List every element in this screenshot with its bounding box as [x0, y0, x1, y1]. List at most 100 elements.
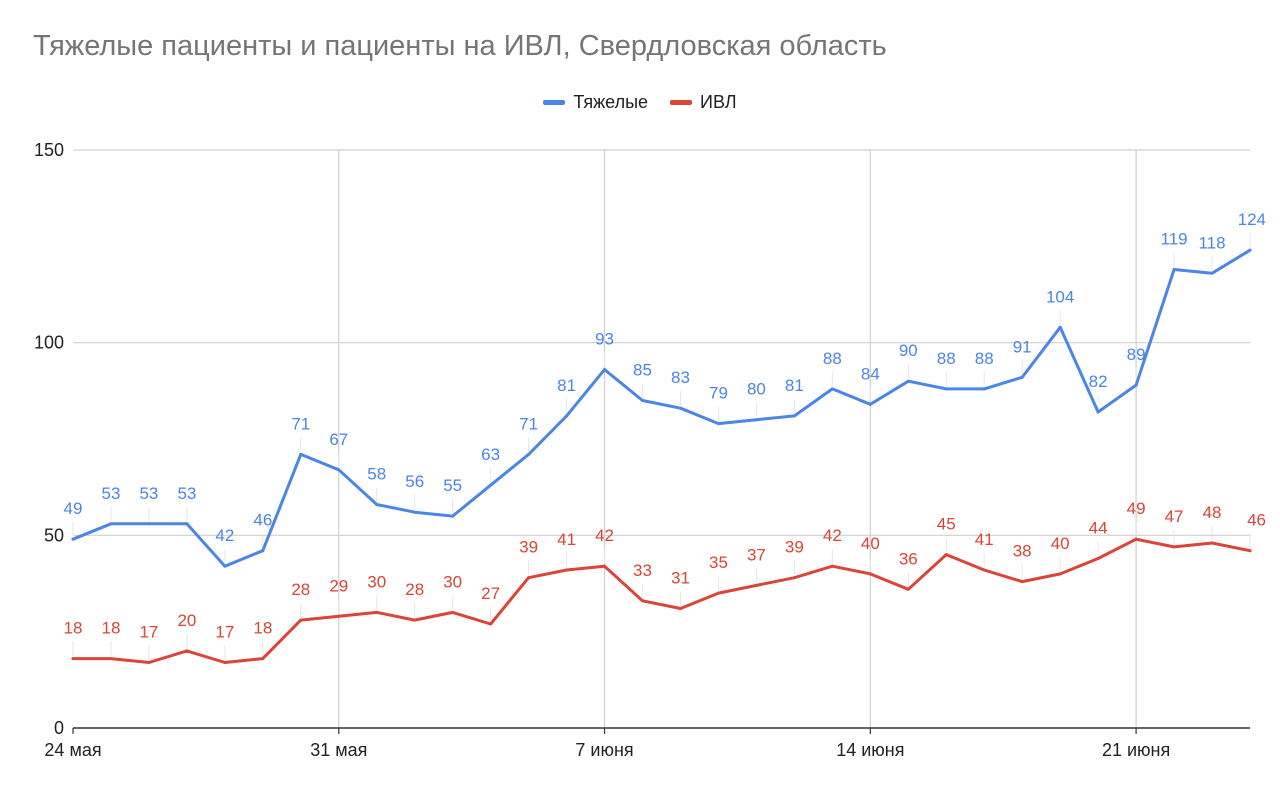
data-point [1020, 580, 1024, 584]
data-point [1172, 545, 1176, 549]
data-label: 88 [975, 349, 994, 368]
series-line-0 [71, 248, 1252, 568]
data-label: 67 [329, 430, 348, 449]
data-point [223, 564, 227, 568]
data-point [489, 622, 493, 626]
data-label: 49 [1127, 499, 1146, 518]
data-label: 88 [937, 349, 956, 368]
data-label: 56 [405, 472, 424, 491]
data-point [830, 387, 834, 391]
data-point [375, 503, 379, 507]
data-label: 81 [785, 376, 804, 395]
data-label: 58 [367, 465, 386, 484]
data-label: 119 [1161, 229, 1188, 248]
data-point [71, 657, 75, 661]
data-point [678, 406, 682, 410]
legend-item-ventilation[interactable]: ИВЛ [670, 92, 737, 113]
legend-label-ventilation: ИВЛ [700, 92, 737, 112]
data-point [451, 610, 455, 614]
data-label: 83 [671, 368, 690, 387]
x-tick-label: 7 июня [575, 740, 633, 760]
data-point [299, 618, 303, 622]
data-point [1134, 537, 1138, 541]
data-point [185, 522, 189, 526]
data-point [413, 618, 417, 622]
data-label: 41 [975, 530, 994, 549]
data-point [299, 452, 303, 456]
data-label: 40 [861, 534, 880, 553]
data-label: 42 [215, 526, 234, 545]
data-label: 53 [139, 484, 158, 503]
data-point [1020, 375, 1024, 379]
data-label: 81 [557, 376, 576, 395]
data-label: 35 [709, 553, 728, 572]
data-label: 45 [937, 515, 956, 534]
data-point [982, 387, 986, 391]
data-point [565, 414, 569, 418]
data-point [678, 607, 682, 611]
data-label: 37 [747, 545, 766, 564]
data-point [868, 572, 872, 576]
data-label: 36 [899, 549, 918, 568]
chart-title: Тяжелые пациенты и пациенты на ИВЛ, Свер… [33, 30, 887, 62]
data-point [413, 510, 417, 514]
data-point [1134, 383, 1138, 387]
data-point [1172, 267, 1176, 271]
data-label: 46 [1247, 511, 1266, 530]
data-label: 49 [64, 499, 83, 518]
data-point [261, 657, 265, 661]
data-label: 90 [899, 341, 918, 360]
data-point [527, 576, 531, 580]
y-tick-label: 0 [54, 718, 64, 738]
data-label: 31 [671, 569, 690, 588]
data-label: 33 [633, 561, 652, 580]
data-point [71, 537, 75, 541]
x-tick-label: 31 мая [310, 740, 367, 760]
data-point [906, 587, 910, 591]
data-label: 18 [253, 619, 272, 638]
data-point [337, 614, 341, 618]
data-label: 48 [1203, 503, 1222, 522]
data-point [754, 418, 758, 422]
data-label: 80 [747, 380, 766, 399]
data-point [906, 379, 910, 383]
data-point [185, 649, 189, 653]
data-label: 55 [443, 476, 462, 495]
data-point [147, 522, 151, 526]
data-label: 47 [1165, 507, 1184, 526]
x-tick-label: 24 мая [44, 740, 101, 760]
data-point [1248, 549, 1252, 553]
data-point [527, 452, 531, 456]
data-label: 41 [557, 530, 576, 549]
data-label: 30 [367, 572, 386, 591]
data-label: 44 [1089, 518, 1108, 537]
data-label: 28 [291, 580, 310, 599]
data-label: 38 [1013, 542, 1032, 561]
data-label: 63 [481, 445, 500, 464]
data-point [1096, 556, 1100, 560]
data-label: 39 [519, 538, 538, 557]
legend-item-severe[interactable]: Тяжелые [543, 92, 648, 113]
data-label: 40 [1051, 534, 1070, 553]
data-label: 17 [215, 622, 234, 641]
data-point [1248, 248, 1252, 252]
data-label: 93 [595, 330, 614, 349]
legend: Тяжелые ИВЛ [0, 92, 1280, 113]
data-label: 124 [1238, 210, 1266, 229]
data-label: 104 [1046, 287, 1074, 306]
data-point [1210, 541, 1214, 545]
data-label: 39 [785, 538, 804, 557]
data-label: 85 [633, 360, 652, 379]
data-label: 71 [291, 414, 310, 433]
data-point [1058, 572, 1062, 576]
data-point [944, 553, 948, 557]
data-label: 89 [1127, 345, 1146, 364]
data-label: 17 [139, 622, 158, 641]
legend-swatch-severe [543, 100, 566, 105]
data-point [792, 414, 796, 418]
data-label: 82 [1089, 372, 1108, 391]
data-label: 71 [519, 414, 538, 433]
data-point [603, 564, 607, 568]
data-label: 28 [405, 580, 424, 599]
